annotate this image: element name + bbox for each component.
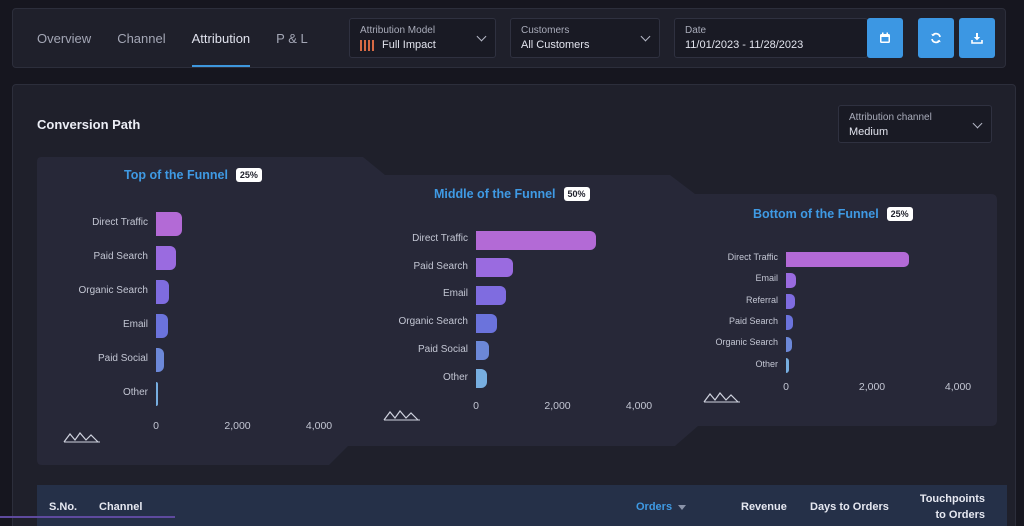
bar-category-label: Organic Search xyxy=(78,285,148,296)
bar xyxy=(786,315,794,331)
column-channel[interactable]: Channel xyxy=(99,501,143,513)
bar xyxy=(786,272,796,288)
middle-funnel-badge: 50% xyxy=(563,187,590,201)
bar-category-label: Paid Social xyxy=(97,353,148,364)
date-value: 11/01/2023 - 11/28/2023 xyxy=(685,39,804,51)
bar-category-label: Direct Traffic xyxy=(92,217,148,228)
column-orders[interactable]: Orders xyxy=(636,501,687,513)
bar xyxy=(786,336,793,352)
axis-tick-label: 0 xyxy=(473,400,479,412)
axis-tick-label: 4,000 xyxy=(944,381,972,393)
attribution-channel-value: Medium xyxy=(849,126,889,138)
axis-tick-label: 2,000 xyxy=(544,400,571,412)
brand-logo-icon xyxy=(383,410,420,421)
bar-category-label: Email xyxy=(442,288,468,300)
bar-category-label: Referral xyxy=(745,294,778,305)
full-impact-icon xyxy=(360,39,374,51)
tab-attribution[interactable]: Attribution xyxy=(191,9,250,67)
bottom-funnel-heading: Bottom of the Funnel 25% xyxy=(753,207,913,221)
axis-tick-label: 0 xyxy=(153,420,159,432)
sort-desc-icon xyxy=(678,504,687,510)
bar-category-label: Email xyxy=(755,273,778,284)
brand-logo-icon xyxy=(703,392,740,403)
axis-tick-label: 4,000 xyxy=(305,420,333,432)
bottom-funnel-title: Bottom of the Funnel xyxy=(753,207,879,221)
middle-funnel-title: Middle of the Funnel xyxy=(434,187,556,201)
nav-tabs: Overview Channel Attribution P & L xyxy=(37,9,334,67)
bar xyxy=(476,313,498,333)
bar-category-label: Organic Search xyxy=(715,337,778,348)
attribution-model-label: Attribution Model xyxy=(360,25,436,36)
funnel-background xyxy=(37,157,997,465)
bar xyxy=(476,285,507,305)
bar xyxy=(476,341,490,361)
refresh-button[interactable] xyxy=(918,18,954,58)
bar-category-label: Direct Traffic xyxy=(727,252,778,262)
bar xyxy=(156,280,170,304)
bar xyxy=(476,230,597,250)
date-label: Date xyxy=(685,25,707,36)
bar-category-label: Other xyxy=(442,371,468,383)
bottom-funnel-badge: 25% xyxy=(886,207,913,221)
middle-funnel-heading: Middle of the Funnel 50% xyxy=(434,187,590,201)
column-revenue[interactable]: Revenue xyxy=(741,501,787,513)
customers-select[interactable]: Customers All Customers xyxy=(510,18,660,58)
attribution-model-select[interactable]: Attribution Model Full Impact xyxy=(349,18,496,58)
bar-category-label: Other xyxy=(122,387,148,398)
table-header: S.No. Channel Orders Revenue Days to Ord… xyxy=(37,485,1007,526)
bar-category-label: Paid Search xyxy=(728,315,778,326)
top-funnel-heading: Top of the Funnel 25% xyxy=(124,168,262,182)
bar xyxy=(156,382,159,406)
brand-logo-icon xyxy=(63,432,100,443)
top-funnel-title: Top of the Funnel xyxy=(124,168,228,182)
bar xyxy=(476,258,514,278)
tab-channel[interactable]: Channel xyxy=(117,30,166,46)
top-bar: Overview Channel Attribution P & L Attri… xyxy=(12,8,1006,68)
attribution-model-value: Full Impact xyxy=(382,39,436,51)
bar xyxy=(156,348,164,372)
bar-category-label: Direct Traffic xyxy=(412,233,468,244)
bar xyxy=(156,314,168,338)
bar xyxy=(786,358,790,373)
axis-tick-label: 2,000 xyxy=(224,420,251,432)
bar xyxy=(156,246,177,270)
customers-label: Customers xyxy=(521,25,570,36)
attribution-channel-select[interactable]: Attribution channel Medium xyxy=(838,105,992,143)
bar xyxy=(786,251,909,267)
bar-category-label: Email xyxy=(122,319,148,330)
bar xyxy=(786,294,795,310)
axis-tick-label: 4,000 xyxy=(625,400,653,412)
column-sno[interactable]: S.No. xyxy=(49,501,78,513)
calendar-button[interactable] xyxy=(867,18,903,58)
top-funnel-badge: 25% xyxy=(235,168,262,182)
bar xyxy=(156,212,183,236)
download-icon xyxy=(971,33,983,44)
bar-category-label: Organic Search xyxy=(398,316,468,328)
bar-category-label: Paid Search xyxy=(413,260,468,272)
date-range-field[interactable]: Date 11/01/2023 - 11/28/2023 xyxy=(674,18,868,58)
bar-category-label: Paid Social xyxy=(417,343,468,355)
refresh-icon xyxy=(931,32,941,44)
column-orders-label: Orders xyxy=(636,501,673,513)
customers-value: All Customers xyxy=(521,39,590,51)
download-button[interactable] xyxy=(959,18,995,58)
scroll-indicator xyxy=(0,516,175,518)
column-days-to-orders[interactable]: Days to Orders xyxy=(810,501,889,513)
tab-overview[interactable]: Overview xyxy=(37,30,92,46)
axis-tick-label: 2,000 xyxy=(858,381,886,393)
attribution-channel-label: Attribution channel xyxy=(849,112,932,123)
bar-category-label: Paid Search xyxy=(93,251,148,262)
calendar-icon xyxy=(880,32,890,43)
bar xyxy=(476,369,487,388)
column-touchpoints-to-orders[interactable]: Touchpoints to Orders xyxy=(919,493,985,521)
bar-category-label: Other xyxy=(755,358,778,369)
conversion-path-panel: Conversion Path Attribution channel Medi… xyxy=(12,84,1016,526)
panel-title: Conversion Path xyxy=(37,117,141,132)
tab-p-and-l[interactable]: P & L xyxy=(276,30,308,46)
axis-tick-label: 0 xyxy=(783,381,789,393)
